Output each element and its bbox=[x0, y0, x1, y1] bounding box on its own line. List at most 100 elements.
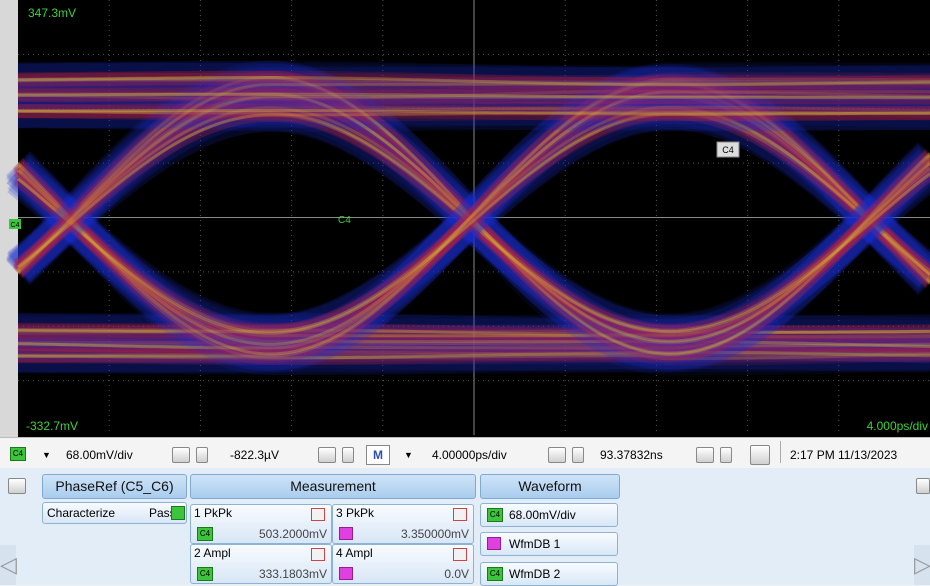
pass-indicator bbox=[171, 506, 185, 520]
characterize-cell[interactable]: Characterize Pass bbox=[42, 502, 187, 524]
scroll-left[interactable]: ◁ bbox=[0, 545, 17, 585]
channel-marker[interactable]: C4 bbox=[11, 222, 20, 229]
eye-trace bbox=[17, 109, 930, 334]
eye-trace bbox=[13, 85, 930, 352]
scroll-right[interactable]: ▷ bbox=[914, 545, 930, 585]
eye-trace bbox=[18, 86, 930, 354]
eye-trace bbox=[17, 90, 930, 350]
spinner[interactable] bbox=[196, 447, 208, 463]
waveform-header[interactable]: Waveform bbox=[480, 474, 620, 499]
position[interactable]: 93.37832ns bbox=[600, 448, 663, 462]
eye-trace bbox=[18, 172, 930, 337]
eye-trace bbox=[17, 72, 930, 363]
eye-trace bbox=[17, 103, 930, 340]
offset[interactable]: -822.3µV bbox=[230, 448, 279, 462]
eye-trace bbox=[17, 161, 930, 350]
eye-trace bbox=[17, 150, 930, 366]
eye-trace bbox=[13, 76, 930, 289]
eye-trace bbox=[6, 64, 930, 372]
eye-trace bbox=[18, 324, 930, 364]
eye-trace bbox=[6, 78, 930, 364]
horizontal-scale[interactable]: 4.00000ps/div bbox=[432, 448, 507, 462]
eye-trace bbox=[18, 103, 930, 122]
eye-trace bbox=[17, 169, 930, 338]
marker-box[interactable] bbox=[716, 141, 740, 158]
eye-trace bbox=[17, 84, 930, 281]
eye-trace bbox=[16, 93, 930, 350]
eye-trace bbox=[13, 90, 930, 284]
eye-trace bbox=[16, 79, 930, 356]
eye-trace bbox=[18, 72, 930, 288]
measurement-cell[interactable]: 3 PkPk 3.350000mV bbox=[332, 504, 474, 544]
eye-trace bbox=[13, 100, 930, 277]
scope-display: 347.3mV -332.7mV 4.000ps/div C4 C4 C4 bbox=[0, 0, 930, 437]
eye-trace bbox=[7, 95, 930, 281]
separator bbox=[780, 441, 781, 463]
menu-button[interactable] bbox=[8, 478, 26, 494]
eye-trace bbox=[13, 74, 930, 362]
measurement-value: 0.0V bbox=[444, 567, 469, 581]
timebase-label: 4.000ps/div bbox=[867, 419, 928, 433]
eye-trace bbox=[17, 93, 930, 350]
eye-trace bbox=[13, 158, 930, 362]
spinner[interactable] bbox=[720, 447, 732, 463]
eye-trace bbox=[18, 62, 930, 374]
waveform-cell[interactable]: C4 WfmDB 2 bbox=[480, 562, 618, 586]
window-button[interactable] bbox=[916, 478, 930, 494]
eye-trace bbox=[13, 73, 930, 361]
eye-trace bbox=[17, 77, 930, 115]
delete-icon bbox=[311, 548, 325, 561]
phase-ref-tab[interactable]: PhaseRef (C5_C6) bbox=[42, 474, 187, 499]
spinner[interactable] bbox=[572, 447, 584, 463]
eye-trace bbox=[18, 87, 930, 349]
measurement-cell[interactable]: 4 Ampl 0.0V bbox=[332, 544, 474, 584]
eye-trace bbox=[18, 90, 930, 349]
waveform-cell[interactable]: WfmDB 1 bbox=[480, 532, 618, 556]
eye-trace bbox=[7, 96, 930, 348]
keypad-button[interactable] bbox=[548, 447, 566, 463]
eye-trace bbox=[18, 93, 930, 345]
eye-trace bbox=[17, 89, 930, 277]
channel-marker-box[interactable] bbox=[9, 219, 21, 229]
eye-trace bbox=[18, 100, 930, 280]
eye-trace bbox=[18, 72, 930, 364]
eye-trace bbox=[13, 101, 930, 338]
measurement-header[interactable]: Measurement bbox=[190, 474, 476, 499]
top-label: 347.3mV bbox=[28, 6, 76, 20]
measurement-cell[interactable]: 2 Ampl 333.1803mV C4 bbox=[190, 544, 332, 584]
eye-trace bbox=[6, 77, 930, 365]
dropdown-arrow[interactable]: ▼ bbox=[404, 450, 413, 460]
eye-trace bbox=[13, 152, 930, 365]
channel-icon[interactable]: C4 bbox=[10, 447, 26, 461]
measurement-cell[interactable]: 1 PkPk 503.2000mV C4 bbox=[190, 504, 332, 544]
keypad-button[interactable] bbox=[318, 447, 336, 463]
eye-trace bbox=[17, 113, 930, 335]
eye-trace bbox=[17, 110, 930, 269]
eye-trace bbox=[16, 169, 930, 347]
eye-trace bbox=[18, 150, 930, 365]
eye-trace bbox=[13, 106, 930, 338]
measurement-label: 1 PkPk bbox=[194, 506, 233, 520]
measurement-label: 2 Ampl bbox=[194, 546, 231, 560]
eye-trace bbox=[18, 77, 930, 358]
math-button[interactable]: M bbox=[366, 445, 390, 465]
eye-trace bbox=[18, 105, 930, 333]
source-icon: C4 bbox=[487, 508, 503, 522]
thermometer-button[interactable] bbox=[750, 445, 770, 465]
waveform-cell[interactable]: C4 68.00mV/div bbox=[480, 503, 618, 527]
eye-trace bbox=[18, 76, 930, 87]
spinner[interactable] bbox=[342, 447, 354, 463]
vertical-scale[interactable]: 68.00mV/div bbox=[66, 448, 133, 462]
trace-label: C4 bbox=[338, 215, 351, 226]
eye-trace bbox=[18, 81, 930, 357]
marker-label[interactable]: C4 bbox=[722, 145, 734, 155]
eye-trace bbox=[18, 76, 930, 363]
eye-trace bbox=[6, 80, 930, 291]
keypad-button[interactable] bbox=[696, 447, 714, 463]
bottom-label: -332.7mV bbox=[26, 419, 78, 433]
eye-trace bbox=[13, 105, 930, 341]
keypad-button[interactable] bbox=[172, 447, 190, 463]
eye-trace bbox=[13, 105, 930, 273]
dropdown-arrow[interactable]: ▼ bbox=[42, 450, 51, 460]
